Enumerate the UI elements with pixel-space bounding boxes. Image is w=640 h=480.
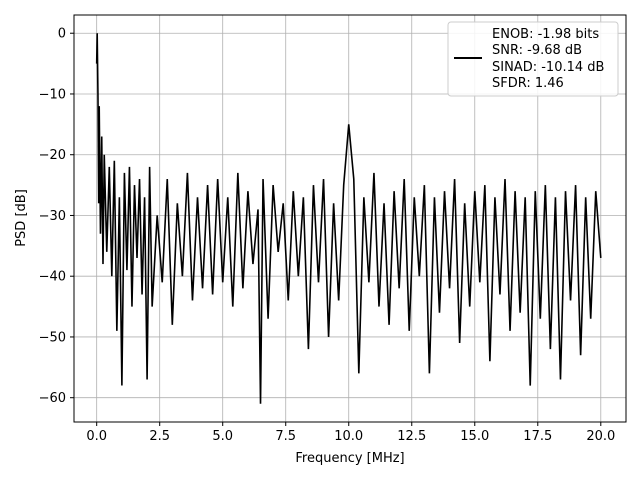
legend: ENOB: -1.98 bits SNR: -9.68 dB SINAD: -1… (447, 21, 619, 97)
x-tick-label: 2.5 (149, 429, 170, 444)
y-tick-label: 0 (58, 27, 66, 42)
y-tick-label: −20 (39, 148, 66, 163)
x-tick-label: 20.0 (586, 429, 615, 444)
x-tick-label: 0.0 (86, 429, 107, 444)
legend-line-sfdr: SFDR: 1.46 (492, 76, 564, 91)
legend-line-snr: SNR: -9.68 dB (492, 43, 582, 58)
y-tick-label: −60 (39, 391, 66, 406)
x-tick-label: 10.0 (334, 429, 363, 444)
x-tick-label: 12.5 (397, 429, 426, 444)
x-tick-label: 15.0 (460, 429, 489, 444)
x-tick-label: 7.5 (275, 429, 296, 444)
y-tick-label: −50 (39, 330, 66, 345)
y-tick-label: −10 (39, 87, 66, 102)
x-tick-label: 5.0 (212, 429, 233, 444)
plot-frame (73, 14, 627, 423)
series-layer (95, 33, 602, 404)
y-tick-label: −30 (39, 209, 66, 224)
legend-line-enob: ENOB: -1.98 bits (492, 27, 599, 42)
psd-series-line (95, 33, 602, 404)
x-tick-label: 17.5 (523, 429, 552, 444)
y-axis-ticks: 0 −10 −20 −30 −40 −50 −60 (39, 27, 74, 406)
y-tick-label: −40 (39, 270, 66, 285)
legend-box (447, 21, 619, 97)
legend-line-sinad: SINAD: -10.14 dB (492, 60, 604, 75)
x-axis-ticks: 0.0 2.5 5.0 7.5 10.0 12.5 15.0 17.5 20.0 (86, 422, 615, 444)
y-axis-label: PSD [dB] (14, 189, 29, 247)
x-axis-label: Frequency [MHz] (295, 451, 404, 466)
